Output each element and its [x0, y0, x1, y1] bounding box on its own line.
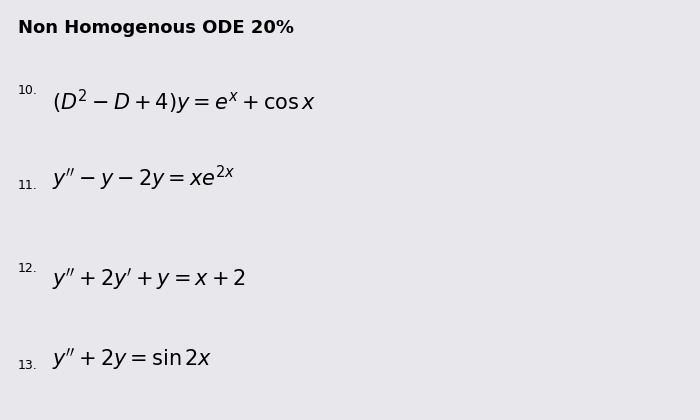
- Text: 12.: 12.: [18, 262, 37, 276]
- Text: Non Homogenous ODE 20%: Non Homogenous ODE 20%: [18, 19, 293, 37]
- Text: $y'' + 2y = \sin 2x$: $y'' + 2y = \sin 2x$: [52, 346, 213, 372]
- Text: $y'' + 2y' + y = x + 2$: $y'' + 2y' + y = x + 2$: [52, 266, 246, 292]
- Text: 13.: 13.: [18, 359, 37, 372]
- Text: 10.: 10.: [18, 84, 37, 97]
- Text: $(D^2 - D + 4)y = e^{x} + \cos x$: $(D^2 - D + 4)y = e^{x} + \cos x$: [52, 88, 316, 118]
- Text: 11.: 11.: [18, 178, 37, 192]
- Text: $y'' - y - 2y = xe^{2x}$: $y'' - y - 2y = xe^{2x}$: [52, 164, 236, 193]
